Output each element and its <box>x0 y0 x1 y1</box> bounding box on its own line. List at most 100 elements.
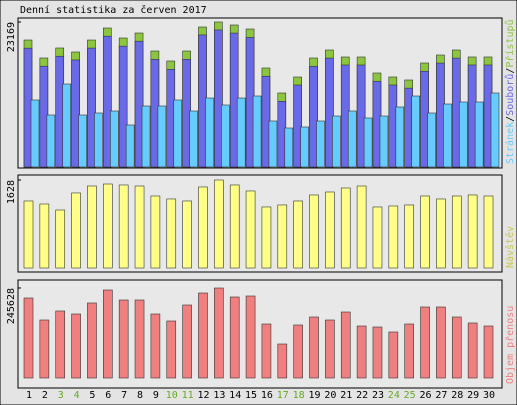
bar <box>340 187 351 269</box>
legend-entry: Stránek <box>504 122 516 164</box>
bar <box>71 192 81 269</box>
bar <box>325 191 335 269</box>
x-tick-label: 9 <box>153 390 159 401</box>
bar <box>372 326 383 379</box>
x-tick-label: 1 <box>26 390 32 401</box>
bar <box>332 115 341 168</box>
x-tick-label: 21 <box>340 390 352 401</box>
bar <box>347 110 357 168</box>
bar <box>388 205 399 269</box>
bar <box>134 185 145 269</box>
bar <box>78 114 87 168</box>
bar <box>110 110 119 168</box>
bar <box>340 311 351 379</box>
bar <box>293 324 303 379</box>
bar <box>277 343 288 379</box>
bar <box>205 97 214 168</box>
x-tick-label: 3 <box>58 390 64 401</box>
bar <box>157 105 167 168</box>
bar <box>395 106 405 168</box>
bar <box>173 99 183 168</box>
bar <box>443 103 452 168</box>
bar <box>134 40 144 168</box>
bar <box>166 198 177 269</box>
x-tick-label: 23 <box>372 390 384 401</box>
bar <box>436 306 446 379</box>
bar <box>55 310 66 379</box>
bar <box>23 200 34 269</box>
bar <box>411 95 420 168</box>
legend-separator: / <box>505 68 516 74</box>
bar <box>39 319 50 379</box>
bar <box>134 299 145 379</box>
x-tick-label: 18 <box>293 390 305 401</box>
x-tick-label: 17 <box>277 390 289 401</box>
chart-title: Denní statistika za červen 2017 <box>20 4 207 16</box>
bar <box>118 299 129 379</box>
bar <box>150 313 161 379</box>
bar <box>363 117 373 168</box>
x-tick-label: 5 <box>89 390 95 401</box>
legend-separator: / <box>505 116 516 122</box>
bar <box>483 195 494 269</box>
x-tick-label: 19 <box>308 390 320 401</box>
bar <box>182 200 192 269</box>
bar <box>309 316 319 379</box>
x-tick-label: 10 <box>166 390 178 401</box>
bar <box>214 29 223 168</box>
bar <box>420 195 430 269</box>
bar <box>467 194 478 269</box>
bar <box>118 45 128 168</box>
bar <box>103 183 113 269</box>
bar <box>182 304 192 379</box>
bar <box>150 195 161 269</box>
bar <box>103 289 113 379</box>
bar <box>356 64 366 168</box>
bar <box>451 316 462 379</box>
bar <box>293 200 303 269</box>
x-tick-label: 28 <box>451 390 463 401</box>
x-tick-label: 13 <box>213 390 225 401</box>
bar <box>261 323 272 379</box>
bar <box>388 331 399 379</box>
bar <box>71 313 81 379</box>
bar <box>316 120 325 168</box>
bar <box>356 185 367 269</box>
bar <box>39 203 50 269</box>
bar <box>236 97 246 168</box>
bar <box>404 204 414 269</box>
x-tick-label: 14 <box>229 390 241 401</box>
bar <box>189 110 198 168</box>
bar <box>436 198 446 269</box>
bar <box>245 295 256 379</box>
legend: Objem přenosu <box>504 306 516 384</box>
x-tick-label: 15 <box>245 390 257 401</box>
bar <box>284 127 294 168</box>
bar <box>293 84 302 168</box>
x-tick-label: 22 <box>356 390 368 401</box>
legend-entry: Objem přenosu <box>504 306 516 384</box>
bar <box>325 319 335 379</box>
legend-entry: Přístupů <box>504 19 516 67</box>
x-tick-label: 27 <box>435 390 447 401</box>
bar <box>214 179 224 269</box>
bar <box>356 325 367 379</box>
x-tick-label: 12 <box>197 390 209 401</box>
bar <box>55 209 66 269</box>
bar <box>474 101 484 168</box>
y-tick-label: 23169 <box>6 22 17 52</box>
legend-entry: Souborů <box>504 74 516 116</box>
bar <box>372 206 383 269</box>
x-tick-label: 16 <box>261 390 273 401</box>
x-tick-label: 11 <box>182 390 194 401</box>
bar <box>229 296 240 379</box>
x-tick-label: 4 <box>74 390 80 401</box>
bar <box>198 186 208 269</box>
x-tick-label: 26 <box>420 390 432 401</box>
y-tick-label: 245628 <box>6 288 17 324</box>
bar <box>87 47 96 168</box>
bar <box>103 35 112 168</box>
bar <box>309 65 318 168</box>
